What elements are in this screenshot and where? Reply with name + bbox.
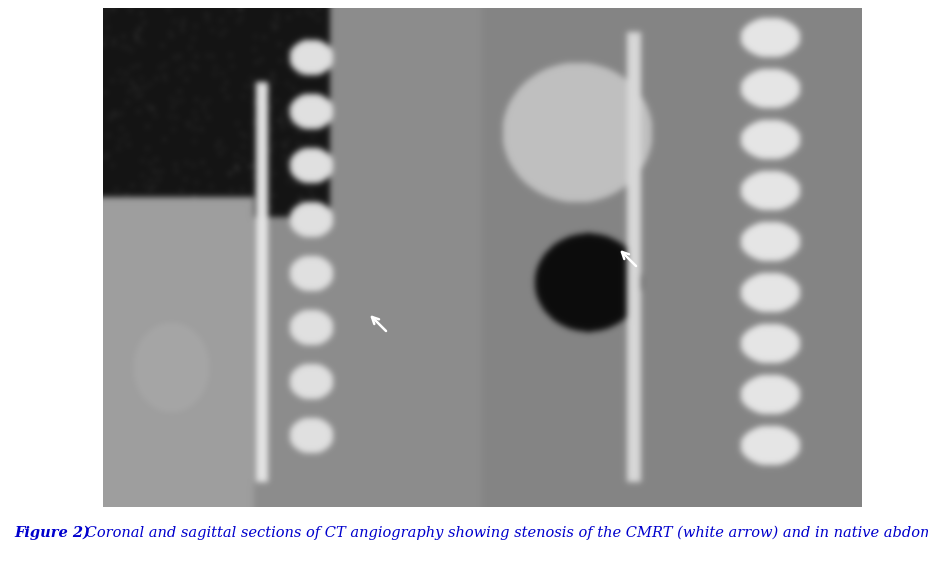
Text: Coronal and sagittal sections of CT angiography showing stenosis of the CMRT (wh: Coronal and sagittal sections of CT angi…	[81, 526, 928, 540]
Text: Figure 2): Figure 2)	[14, 526, 90, 540]
